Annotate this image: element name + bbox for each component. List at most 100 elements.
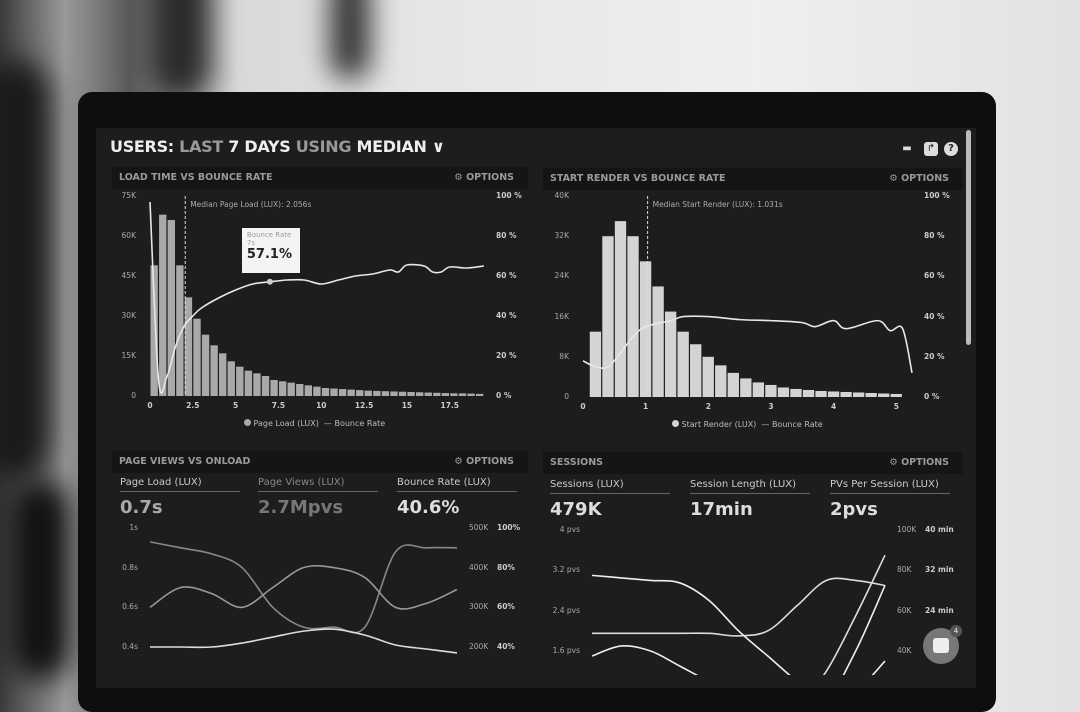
monitor-icon[interactable]: ▬ (902, 143, 912, 154)
y-tick-label: 0.4s (122, 642, 138, 651)
histogram-bar (424, 392, 432, 396)
histogram-bar (627, 236, 639, 397)
histogram-bar (790, 388, 802, 397)
chat-icon (933, 638, 949, 653)
kpi-page-load[interactable]: Page Load (LUX) 0.7s (120, 477, 240, 518)
kpi-session-length[interactable]: Session Length (LUX) 17min (690, 479, 810, 520)
kpi-page-views[interactable]: Page Views (LUX) 2.7Mpvs (258, 477, 378, 518)
y3-tick-label: 40% (497, 642, 515, 651)
histogram-bar (253, 373, 261, 396)
panel-header-load-time: LOAD TIME VS BOUNCE RATE ⚙ OPTIONS (112, 167, 528, 189)
legend[interactable]: Start Render (LUX) — Bounce Rate (672, 420, 823, 429)
y2-tick-label: 400K (469, 562, 489, 572)
y-tick-label: 2.4 pvs (552, 605, 580, 615)
panel-header-sessions: SESSIONS ⚙ OPTIONS (543, 452, 963, 474)
options-button[interactable]: ⚙ OPTIONS (454, 172, 514, 183)
histogram-bar (740, 378, 752, 397)
histogram-bar (390, 391, 398, 396)
x-tick-label: 15 (401, 401, 413, 410)
legend-item[interactable]: Bounce Rate (771, 420, 823, 429)
tooltip-label: Bounce Rate (246, 230, 292, 239)
y-tick-label: 40K (554, 191, 569, 200)
y2-tick-label: 80 % (496, 231, 517, 240)
histogram-bar (201, 334, 210, 396)
histogram-bar (664, 311, 677, 397)
kpi-bounce-rate[interactable]: Bounce Rate (LUX) 40.6% (397, 477, 517, 518)
chat-button[interactable]: 4 (923, 625, 962, 664)
dashboard-screen (96, 128, 976, 688)
y2-tick-label: 20 % (924, 351, 945, 361)
series-line (149, 541, 458, 634)
y-tick-label: 16K (554, 311, 569, 321)
options-button[interactable]: ⚙ OPTIONS (889, 173, 949, 184)
histogram-bar (727, 372, 739, 397)
y2-tick-label: 40 % (496, 311, 517, 320)
y2-tick-label: 0 % (496, 391, 512, 400)
kpi-pvs-per-session[interactable]: PVs Per Session (LUX) 2pvs (830, 479, 950, 520)
histogram-bar (827, 391, 840, 397)
legend-item[interactable]: Start Render (LUX) (681, 420, 757, 429)
histogram-bar (347, 389, 355, 396)
y-tick-label: 3.2 pvs (552, 565, 580, 575)
histogram-bar (313, 386, 321, 396)
series-line (591, 585, 886, 675)
y2-tick-label: 0 % (924, 392, 940, 401)
y-tick-label: 75K (121, 191, 136, 200)
y2-tick-label: 40K (897, 646, 912, 655)
legend-item[interactable]: Page Load (LUX) (253, 419, 319, 428)
histogram-bar (890, 393, 902, 397)
y-tick-label: 30K (121, 311, 136, 320)
histogram-bar (441, 393, 450, 396)
y-tick-label: 60K (121, 231, 136, 240)
help-icon[interactable]: ? (944, 142, 958, 156)
y2-tick-label: 80 % (924, 231, 945, 241)
histogram-bar (330, 388, 338, 396)
histogram-bar (765, 384, 777, 397)
histogram-bar (467, 393, 475, 396)
histogram-bar (304, 385, 313, 396)
options-button[interactable]: ⚙ OPTIONS (889, 457, 949, 468)
scrollbar[interactable] (966, 130, 971, 345)
series-line (591, 577, 886, 637)
histogram-bar (278, 381, 287, 396)
histogram-bar (287, 382, 295, 396)
histogram-bar (415, 392, 424, 396)
y-tick-label: 15K (121, 351, 136, 360)
x-tick-label: 0 (580, 402, 586, 411)
bounce-rate-line (582, 315, 913, 374)
y-tick-label: 45K (121, 271, 136, 280)
x-tick-label: 5 (233, 401, 239, 410)
y3-tick-label: 32 min (925, 565, 954, 575)
histogram-bar (715, 365, 727, 397)
histogram-bar (227, 361, 235, 396)
page-title[interactable]: USERS: LAST 7 DAYS USING MEDIAN ∨ (110, 137, 445, 156)
histogram-bar (398, 391, 407, 396)
histogram-bar (840, 391, 852, 397)
histogram-bar (815, 390, 827, 397)
chevron-down-icon[interactable]: ∨ (431, 137, 445, 156)
y-tick-label: 0.8s (122, 562, 138, 572)
histogram-bar (589, 331, 602, 397)
y3-tick-label: 40 min (925, 525, 954, 534)
histogram-bar (458, 393, 467, 396)
bounce-rate-line (149, 201, 485, 394)
y2-tick-label: 100 % (924, 191, 950, 200)
kpi-sessions[interactable]: Sessions (LUX) 479K (550, 479, 670, 520)
histogram-bar (184, 297, 193, 396)
y2-tick-label: 100 % (496, 191, 522, 200)
y-tick-label: 0 (564, 392, 569, 401)
histogram-bar (193, 318, 201, 396)
y3-tick-label: 24 min (925, 605, 954, 615)
x-tick-label: 1 (643, 402, 649, 411)
histogram-bar (159, 214, 167, 396)
histogram-bar (261, 376, 270, 396)
options-button[interactable]: ⚙ OPTIONS (454, 456, 514, 467)
legend[interactable]: Page Load (LUX) — Bounce Rate (244, 419, 385, 428)
histogram-bar (614, 221, 627, 397)
histogram-bar (677, 331, 689, 397)
legend-item[interactable]: Bounce Rate (334, 419, 386, 428)
histogram-bar (167, 220, 175, 396)
x-tick-label: 3 (768, 402, 774, 411)
tooltip-value: 57.1% (246, 246, 292, 262)
share-icon[interactable]: ↱ (924, 142, 938, 156)
